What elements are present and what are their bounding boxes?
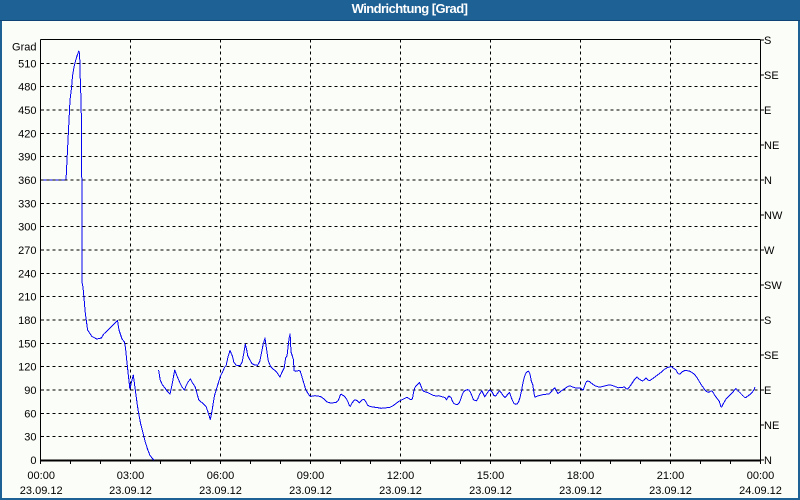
svg-text:270: 270	[18, 245, 36, 257]
svg-text:330: 330	[18, 198, 36, 210]
svg-text:W: W	[764, 245, 775, 257]
svg-text:300: 300	[18, 222, 36, 234]
svg-text:SW: SW	[764, 280, 782, 292]
svg-text:23.09.12: 23.09.12	[469, 485, 512, 497]
svg-text:15:00: 15:00	[477, 470, 505, 482]
svg-text:23.09.12: 23.09.12	[199, 485, 242, 497]
svg-text:23.09.12: 23.09.12	[559, 485, 602, 497]
svg-text:00:00: 00:00	[27, 470, 55, 482]
svg-text:N: N	[764, 455, 772, 467]
svg-text:NE: NE	[764, 420, 779, 432]
svg-text:18:00: 18:00	[567, 470, 595, 482]
svg-text:210: 210	[18, 292, 36, 304]
svg-text:E: E	[764, 385, 771, 397]
svg-text:SE: SE	[764, 70, 779, 82]
svg-text:09:00: 09:00	[297, 470, 325, 482]
svg-text:120: 120	[18, 362, 36, 374]
svg-text:180: 180	[18, 315, 36, 327]
svg-text:23.09.12: 23.09.12	[649, 485, 692, 497]
svg-text:450: 450	[18, 105, 36, 117]
svg-text:21:00: 21:00	[657, 470, 685, 482]
svg-text:510: 510	[18, 58, 36, 70]
svg-text:24.09.12: 24.09.12	[739, 485, 782, 497]
svg-text:SE: SE	[764, 350, 779, 362]
svg-text:23.09.12: 23.09.12	[109, 485, 152, 497]
svg-text:03:00: 03:00	[117, 470, 145, 482]
svg-text:S: S	[764, 315, 771, 327]
svg-text:06:00: 06:00	[207, 470, 235, 482]
svg-text:N: N	[764, 175, 772, 187]
svg-text:420: 420	[18, 128, 36, 140]
svg-text:NE: NE	[764, 140, 779, 152]
svg-text:360: 360	[18, 175, 36, 187]
svg-text:E: E	[764, 105, 771, 117]
svg-text:Grad: Grad	[12, 42, 36, 54]
svg-text:90: 90	[24, 385, 36, 397]
svg-text:60: 60	[24, 408, 36, 420]
svg-text:23.09.12: 23.09.12	[20, 485, 63, 497]
svg-text:240: 240	[18, 268, 36, 280]
svg-text:00:00: 00:00	[747, 470, 775, 482]
svg-text:150: 150	[18, 338, 36, 350]
svg-text:NW: NW	[764, 210, 783, 222]
svg-text:0: 0	[30, 455, 36, 467]
svg-text:30: 30	[24, 432, 36, 444]
svg-text:23.09.12: 23.09.12	[289, 485, 332, 497]
svg-text:12:00: 12:00	[387, 470, 415, 482]
svg-text:S: S	[764, 35, 771, 47]
svg-text:480: 480	[18, 82, 36, 94]
svg-text:23.09.12: 23.09.12	[379, 485, 422, 497]
svg-text:390: 390	[18, 152, 36, 164]
